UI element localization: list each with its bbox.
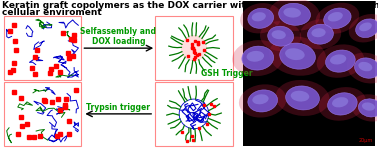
Bar [155, 16, 233, 80]
Ellipse shape [330, 54, 346, 65]
Bar [4, 82, 81, 146]
Ellipse shape [284, 8, 301, 18]
Ellipse shape [239, 84, 287, 118]
Ellipse shape [291, 91, 309, 102]
Ellipse shape [356, 19, 378, 38]
Ellipse shape [260, 21, 301, 51]
Ellipse shape [359, 23, 372, 31]
Ellipse shape [328, 12, 343, 22]
Text: GSH Trigger: GSH Trigger [201, 69, 253, 78]
Ellipse shape [316, 3, 359, 34]
Ellipse shape [355, 58, 378, 78]
Ellipse shape [317, 44, 364, 78]
Bar [243, 1, 375, 146]
Ellipse shape [358, 62, 372, 71]
Ellipse shape [347, 53, 378, 83]
Ellipse shape [279, 3, 310, 25]
Ellipse shape [252, 12, 266, 21]
Ellipse shape [362, 102, 375, 111]
Text: Keratin graft copolymers as the DOX carrier with triggerrable release behavior i: Keratin graft copolymers as the DOX carr… [2, 1, 378, 10]
Ellipse shape [280, 43, 315, 69]
Ellipse shape [248, 90, 277, 112]
Ellipse shape [311, 28, 325, 37]
Bar [4, 16, 81, 80]
Ellipse shape [285, 48, 305, 60]
Ellipse shape [319, 87, 366, 121]
Ellipse shape [332, 97, 348, 107]
Ellipse shape [269, 36, 326, 76]
Ellipse shape [252, 94, 269, 104]
Ellipse shape [328, 93, 357, 115]
Ellipse shape [308, 24, 333, 44]
Ellipse shape [240, 3, 281, 33]
Ellipse shape [246, 51, 264, 62]
Ellipse shape [268, 26, 294, 46]
Ellipse shape [300, 19, 341, 49]
Text: 20μm: 20μm [359, 138, 373, 143]
Text: Trypsin trigger: Trypsin trigger [86, 103, 150, 112]
Ellipse shape [325, 50, 355, 72]
Ellipse shape [269, 0, 320, 31]
Ellipse shape [242, 46, 274, 70]
Ellipse shape [351, 94, 378, 122]
Ellipse shape [248, 8, 274, 28]
Ellipse shape [324, 8, 351, 29]
Ellipse shape [232, 40, 283, 76]
Ellipse shape [358, 99, 378, 117]
Ellipse shape [349, 14, 378, 43]
Text: Selfassembly and
DOX loading: Selfassembly and DOX loading [80, 27, 156, 46]
Ellipse shape [271, 30, 286, 39]
Ellipse shape [286, 86, 319, 110]
Bar [155, 82, 233, 146]
Text: cellular enviroment: cellular enviroment [2, 8, 102, 17]
Ellipse shape [276, 80, 330, 116]
Circle shape [181, 36, 206, 61]
